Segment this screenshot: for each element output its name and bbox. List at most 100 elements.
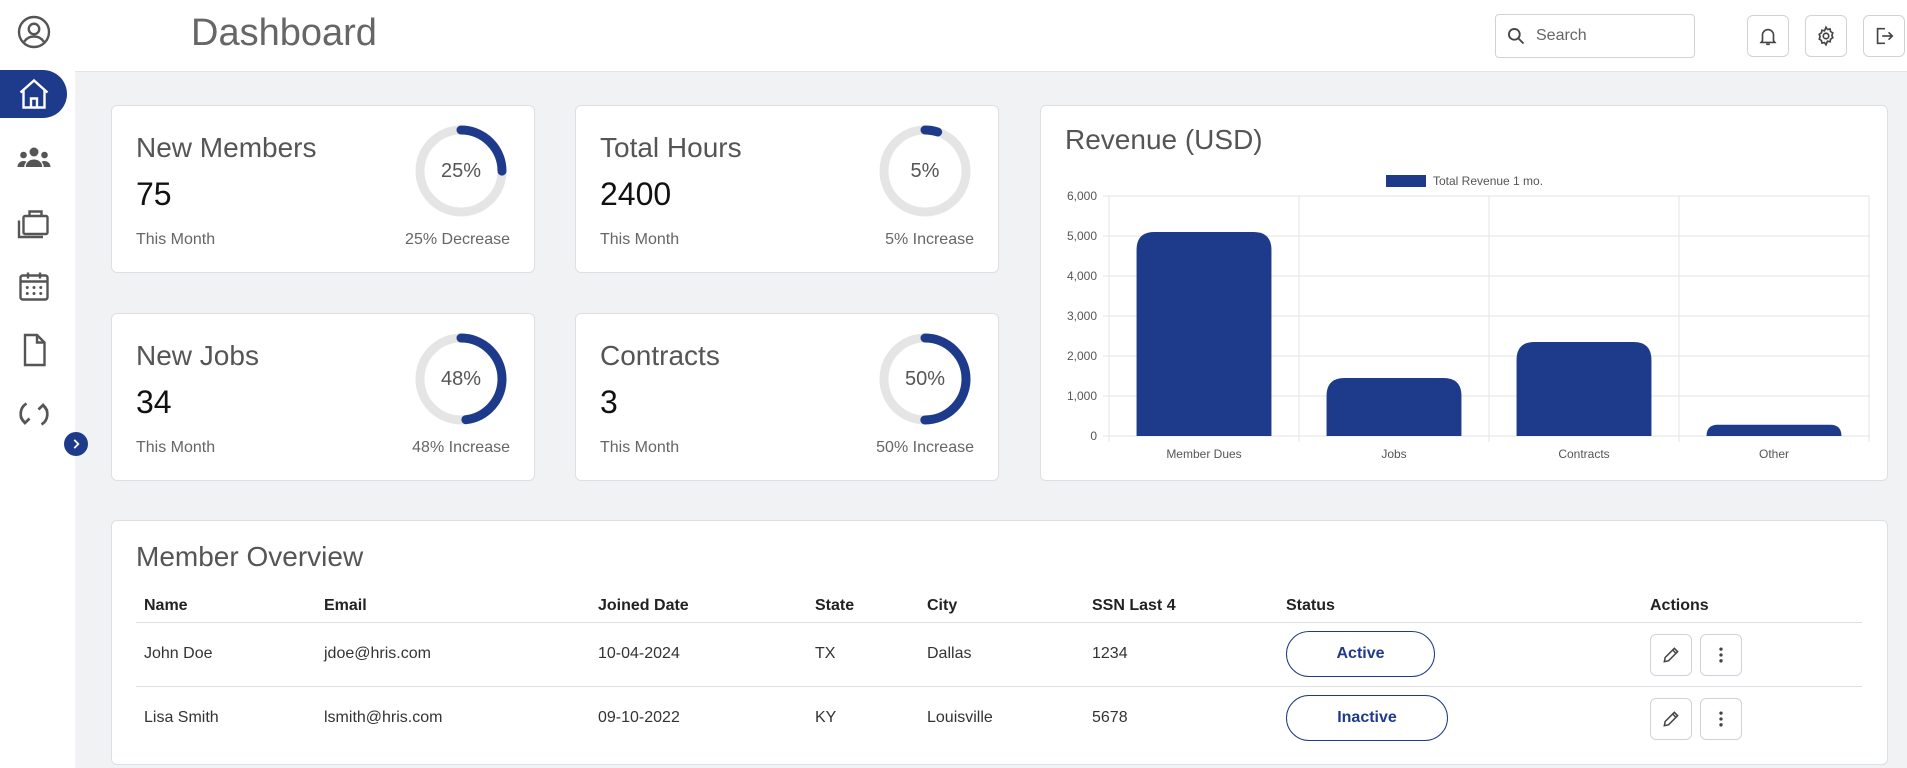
column-header-name: Name [144,597,188,614]
column-header-email: Email [324,597,367,614]
column-header-state: State [815,597,855,614]
stat-card-contracts: Contracts 3 This Month 50% Increase 50% [575,313,999,481]
cell-ssn: 5678 [1092,709,1128,726]
revenue-bar-chart: Total Revenue 1 mo. 0 1,000 2,000 3,000 4,000… [1067,174,1870,461]
sidebar-item-jobs[interactable] [0,198,67,246]
cell-city: Dallas [927,645,972,662]
progress-donut [879,125,971,217]
stat-title: Total Hours [600,132,742,163]
legend-swatch [1386,175,1426,187]
table-row: Lisa Smith lsmith@hris.com 09-10-2022 KY… [136,687,1862,751]
more-options-button[interactable] [1700,698,1742,740]
progress-donut [879,333,971,425]
stat-value: 3 [600,384,618,420]
bar-member-dues[interactable] [1136,232,1272,436]
column-header-actions: Actions [1650,597,1709,614]
cell-name: John Doe [144,645,213,662]
search-input[interactable] [1536,27,1676,45]
column-header-joined-date: Joined Date [598,597,689,614]
x-tick-label: Member Dues [1166,447,1241,461]
sidebar-item-documents[interactable] [0,326,67,374]
donut-progress-arc [879,333,971,425]
pencil-icon [1663,647,1679,663]
search-icon [1508,28,1525,45]
column-header-city: City [927,597,958,614]
search-box[interactable] [1495,14,1695,58]
bar-contracts[interactable] [1516,342,1652,436]
bar-other[interactable] [1706,424,1842,436]
y-tick-label: 0 [1090,429,1097,443]
x-tick-label: Other [1759,447,1789,461]
sidebar-item-home[interactable] [0,70,67,118]
donut-percent-label: 50% [904,367,946,390]
sidebar-item-members[interactable] [0,134,67,182]
user-circle-icon [17,15,50,49]
stat-change: 5% Increase [885,231,974,248]
stat-card-new-jobs: New Jobs 34 This Month 48% Increase 48% [111,313,535,481]
members-icon [17,147,50,167]
progress-donut [415,125,507,217]
donut-percent-label: 5% [910,159,940,182]
y-tick-label: 5,000 [1067,229,1097,243]
cell-state: TX [815,645,836,662]
table-header-row: Name Email Joined Date State City SSN La… [136,591,1862,623]
x-tick-label: Jobs [1381,447,1406,461]
logout-button[interactable] [1863,15,1905,57]
x-tick-label: Contracts [1558,447,1609,461]
sidebar [0,0,75,768]
donut-progress-arc [879,125,971,217]
more-options-button[interactable] [1700,634,1742,676]
stat-card-new-members: New Members 75 This Month 25% Decrease 2… [111,105,535,273]
table-row: John Doe jdoe@hris.com 10-04-2024 TX Dal… [136,623,1862,687]
cell-joined-date: 09-10-2022 [598,709,680,726]
sidebar-item-calendar[interactable] [0,262,67,310]
y-tick-label: 4,000 [1067,269,1097,283]
page-title: Dashboard [191,12,377,54]
y-tick-label: 3,000 [1067,309,1097,323]
cell-city: Louisville [927,709,993,726]
y-tick-label: 2,000 [1067,349,1097,363]
cell-email: jdoe@hris.com [324,645,431,662]
edit-button[interactable] [1650,698,1692,740]
y-tick-label: 1,000 [1067,389,1097,403]
sidebar-collapse-button[interactable] [64,432,88,456]
donut-percent-label: 48% [440,367,482,390]
chart-title: Revenue (USD) [1065,124,1263,155]
table-title: Member Overview [136,541,364,572]
stat-card-total-hours: Total Hours 2400 This Month 5% Increase … [575,105,999,273]
donut-progress-arc [415,125,507,217]
y-tick-label: 6,000 [1067,189,1097,203]
bar-jobs[interactable] [1326,378,1462,436]
edit-button[interactable] [1650,634,1692,676]
cell-name: Lisa Smith [144,709,219,726]
donut-percent-label: 25% [440,159,482,182]
stat-title: New Members [136,132,317,163]
member-overview-card: Member Overview Name Email Joined Date S… [111,520,1888,765]
chart-legend: Total Revenue 1 mo. [1386,174,1543,188]
cell-joined-date: 10-04-2024 [598,645,680,662]
calendar-icon [18,272,49,301]
stat-period: This Month [136,231,216,248]
stat-change: 48% Increase [412,439,510,456]
stat-value: 34 [136,384,172,420]
stat-change: 25% Decrease [405,231,510,248]
stat-title: New Jobs [136,340,259,371]
progress-donut [415,333,507,425]
stat-change: 50% Increase [876,439,974,456]
sidebar-item-sync[interactable] [0,390,67,438]
sidebar-item-profile[interactable] [0,8,67,56]
briefcase-icon [17,210,49,239]
gear-icon [1818,25,1834,47]
column-header-ssn: SSN Last 4 [1092,597,1176,614]
more-vertical-icon [1719,711,1723,727]
bell-icon [1759,28,1777,46]
cell-state: KY [815,709,837,726]
more-vertical-icon [1719,647,1723,663]
notifications-button[interactable] [1747,15,1789,57]
settings-button[interactable] [1805,15,1847,57]
sync-icon [18,402,49,426]
status-badge[interactable]: Active [1286,631,1435,677]
revenue-chart-card: Revenue (USD) Total Revenue 1 mo. 0 1,000 2… [1040,105,1888,481]
cell-ssn: 1234 [1092,645,1128,662]
status-badge[interactable]: Inactive [1286,695,1448,741]
